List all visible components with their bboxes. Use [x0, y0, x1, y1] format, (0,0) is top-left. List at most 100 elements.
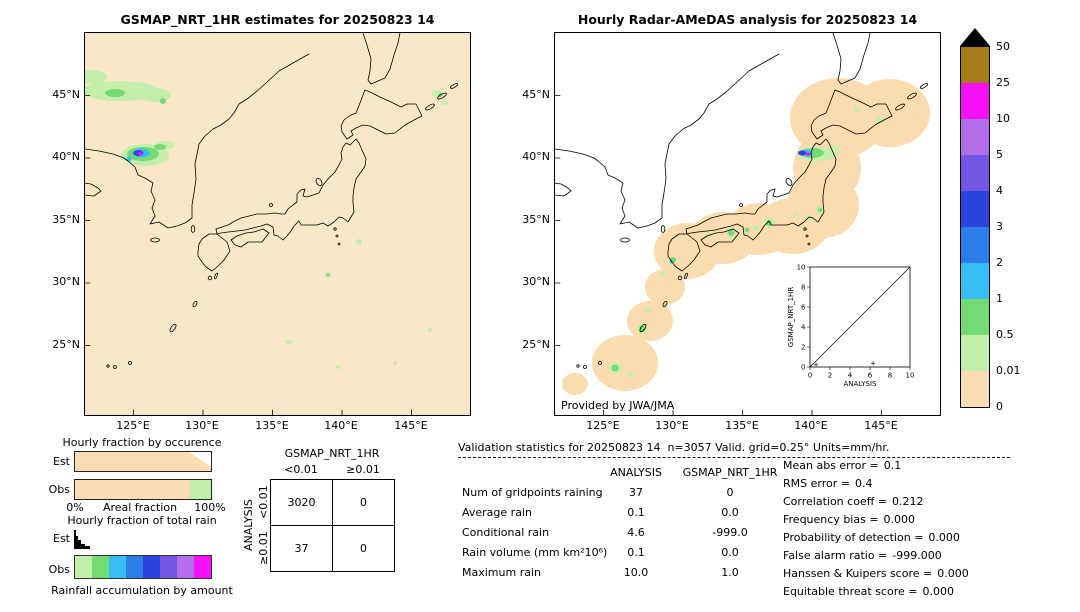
areal-axis-min: 0% — [66, 501, 84, 514]
stats-divider — [458, 457, 1010, 458]
inset-x-tick: 6 — [868, 372, 873, 380]
lat-tick-label: 35°N — [522, 213, 550, 226]
stats-value: 37 — [629, 486, 643, 499]
inset-y-tick: 0 — [801, 364, 805, 372]
colorbar-segment — [961, 263, 989, 299]
colorbar-segment — [961, 191, 989, 227]
inset-x-tick: 8 — [888, 372, 892, 380]
stats-row-label: Rain volume (mm km²10⁶) — [462, 546, 608, 559]
lon-tick-label: 145°E — [394, 419, 428, 432]
est-totalrain-histogram — [74, 530, 90, 549]
inset-x-tick: 0 — [808, 372, 812, 380]
areal-axis-max: 100% — [194, 501, 226, 514]
colorbar-overflow-triangle — [960, 28, 990, 46]
contingency-row-label: <0.01 — [257, 485, 270, 520]
stats-value: 0.1 — [627, 546, 645, 559]
metric-value: 0.000 — [883, 513, 916, 526]
contingency-cell: 0 — [332, 479, 395, 526]
inset-y-tick: 4 — [801, 324, 806, 332]
right-map-title: Hourly Radar-AMeDAS analysis for 2025082… — [577, 12, 918, 27]
strip-segment — [109, 556, 126, 578]
bar-segment — [190, 480, 211, 499]
strip-segment — [160, 556, 177, 578]
strip-segment — [75, 556, 92, 578]
stats-value: 0.1 — [627, 506, 645, 519]
lat-tick-label: 30°N — [522, 275, 550, 288]
lon-tick-label: 135°E — [255, 419, 289, 432]
bar-segment — [75, 452, 211, 471]
strip-segment — [194, 556, 211, 578]
inset-x-tick: 4 — [848, 372, 853, 380]
est-occurrence-bar — [74, 451, 212, 472]
strip-segment — [92, 556, 109, 578]
accumulation-caption: Rainfall accumulation by amount — [51, 584, 233, 597]
metric-line: Probability of detection = 0.000 — [783, 531, 960, 544]
colorbar-tick: 10 — [996, 112, 1010, 125]
left-map-title: GSMAP_NRT_1HR estimates for 20250823 14 — [120, 12, 435, 27]
colorbar-segment — [961, 119, 989, 155]
lon-tick-label: 125°E — [586, 419, 620, 432]
scatter-point: + — [813, 361, 819, 369]
lat-tick-label: 30°N — [52, 275, 80, 288]
stats-col-header: ANALYSIS — [610, 466, 662, 479]
stats-value: 0.0 — [721, 506, 739, 519]
right-map-plot: + + 0 2 4 6 8 10 0 2 4 6 8 10 GSMAP_NRT_… — [555, 33, 940, 415]
colorbar-scale — [960, 46, 990, 408]
stats-value: 10.0 — [623, 566, 649, 579]
metric-value: 0.4 — [854, 477, 873, 490]
colorbar-tick: 25 — [996, 76, 1010, 89]
reference-line — [809, 266, 911, 368]
metric-value: -999.000 — [892, 549, 942, 562]
colorbar-segment — [961, 335, 989, 371]
scatter-point: + — [870, 360, 876, 368]
metric-line: Mean abs error = 0.1 — [783, 459, 901, 472]
metric-value: 0.1 — [883, 459, 902, 472]
lat-tick-label: 35°N — [52, 213, 80, 226]
colorbar-segment — [961, 83, 989, 119]
contingency-cell: 0 — [332, 525, 395, 572]
metric-line: Hanssen & Kuipers score = 0.000 — [783, 567, 969, 580]
inset-y-label: GSMAP_NRT_1HR — [787, 287, 795, 348]
metric-value: 0.000 — [937, 567, 969, 580]
inset-y-tick: 2 — [801, 344, 805, 352]
stats-row-label: Maximum rain — [462, 566, 541, 579]
colorbar-tick: 3 — [996, 220, 1003, 233]
colorbar: 50 25 10 5 4 3 2 1 0.5 0.01 0 — [960, 28, 1070, 423]
stats-value: -999.0 — [712, 526, 748, 539]
metric-label: Equitable threat score = — [783, 585, 918, 598]
metric-value: 0.000 — [928, 531, 960, 544]
colorbar-segment — [961, 299, 989, 335]
stats-value: 1.0 — [721, 566, 739, 579]
contingency-col-group: GSMAP_NRT_1HR — [284, 447, 380, 460]
lat-tick-label: 40°N — [52, 150, 80, 163]
metric-label: Hanssen & Kuipers score = — [783, 567, 933, 580]
inset-x-tick: 10 — [906, 372, 915, 380]
strip-segment — [143, 556, 160, 578]
left-map-plot — [85, 33, 470, 415]
contingency-row-group: ANALYSIS — [242, 499, 255, 552]
colorbar-segment — [961, 371, 989, 407]
metric-line: RMS error = 0.4 — [783, 477, 872, 490]
metric-line: Equitable threat score = 0.000 — [783, 585, 954, 598]
precip-magenta — [805, 152, 811, 156]
lat-tick-label: 40°N — [522, 150, 550, 163]
left-map — [84, 32, 471, 416]
contingency-cell: 37 — [270, 525, 333, 572]
precip-magenta — [137, 151, 143, 156]
rain-accumulation-strip — [74, 555, 212, 579]
metric-label: Mean abs error = — [783, 459, 879, 472]
right-map: + + 0 2 4 6 8 10 0 2 4 6 8 10 GSMAP_NRT_… — [554, 32, 941, 416]
obs-label: Obs — [48, 563, 70, 576]
metric-label: Probability of detection = — [783, 531, 924, 544]
est-bar-notch — [189, 452, 211, 467]
colorbar-tick: 4 — [996, 184, 1003, 197]
stats-value: 0 — [726, 486, 734, 499]
bar-segment — [75, 480, 190, 499]
lat-tick-label: 45°N — [522, 88, 550, 101]
stats-row-label: Average rain — [462, 506, 532, 519]
precip-blue — [798, 150, 806, 156]
stats-row-label: Num of gridpoints raining — [462, 486, 603, 499]
colorbar-tick: 2 — [996, 256, 1003, 269]
inset-x-label: ANALYSIS — [843, 380, 877, 388]
metric-line: False alarm ratio = -999.000 — [783, 549, 942, 562]
